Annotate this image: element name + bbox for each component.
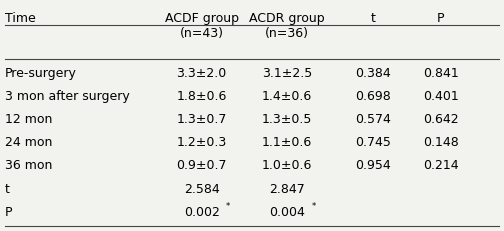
Text: t: t	[5, 182, 10, 195]
Text: 0.214: 0.214	[423, 159, 459, 172]
Text: *: *	[311, 201, 316, 210]
Text: 0.9±0.7: 0.9±0.7	[176, 159, 227, 172]
Text: 2.584: 2.584	[184, 182, 219, 195]
Text: 0.148: 0.148	[423, 136, 459, 149]
Text: 1.4±0.6: 1.4±0.6	[262, 89, 312, 102]
Text: 1.3±0.5: 1.3±0.5	[262, 112, 312, 125]
Text: 1.1±0.6: 1.1±0.6	[262, 136, 312, 149]
Text: 1.0±0.6: 1.0±0.6	[262, 159, 312, 172]
Text: ACDR group
(n=36): ACDR group (n=36)	[249, 12, 325, 40]
Text: 3.1±2.5: 3.1±2.5	[262, 66, 312, 79]
Text: 0.745: 0.745	[355, 136, 391, 149]
Text: 0.698: 0.698	[355, 89, 391, 102]
Text: t: t	[370, 12, 375, 24]
Text: 36 mon: 36 mon	[5, 159, 52, 172]
Text: ACDF group
(n=43): ACDF group (n=43)	[165, 12, 238, 40]
Text: 1.8±0.6: 1.8±0.6	[176, 89, 227, 102]
Text: 3 mon after surgery: 3 mon after surgery	[5, 89, 130, 102]
Text: 0.841: 0.841	[423, 66, 459, 79]
Text: 1.3±0.7: 1.3±0.7	[176, 112, 227, 125]
Text: 0.574: 0.574	[355, 112, 391, 125]
Text: 0.004: 0.004	[269, 205, 305, 218]
Text: P: P	[437, 12, 445, 24]
Text: Time: Time	[5, 12, 36, 24]
Text: 0.401: 0.401	[423, 89, 459, 102]
Text: 0.642: 0.642	[423, 112, 459, 125]
Text: 24 mon: 24 mon	[5, 136, 52, 149]
Text: Pre-surgery: Pre-surgery	[5, 66, 77, 79]
Text: 1.2±0.3: 1.2±0.3	[176, 136, 227, 149]
Text: 3.3±2.0: 3.3±2.0	[176, 66, 227, 79]
Text: 0.954: 0.954	[355, 159, 391, 172]
Text: 2.847: 2.847	[270, 182, 305, 195]
Text: 0.002: 0.002	[183, 205, 220, 218]
Text: *: *	[226, 201, 230, 210]
Text: 0.384: 0.384	[355, 66, 391, 79]
Text: 12 mon: 12 mon	[5, 112, 52, 125]
Text: P: P	[5, 205, 13, 218]
